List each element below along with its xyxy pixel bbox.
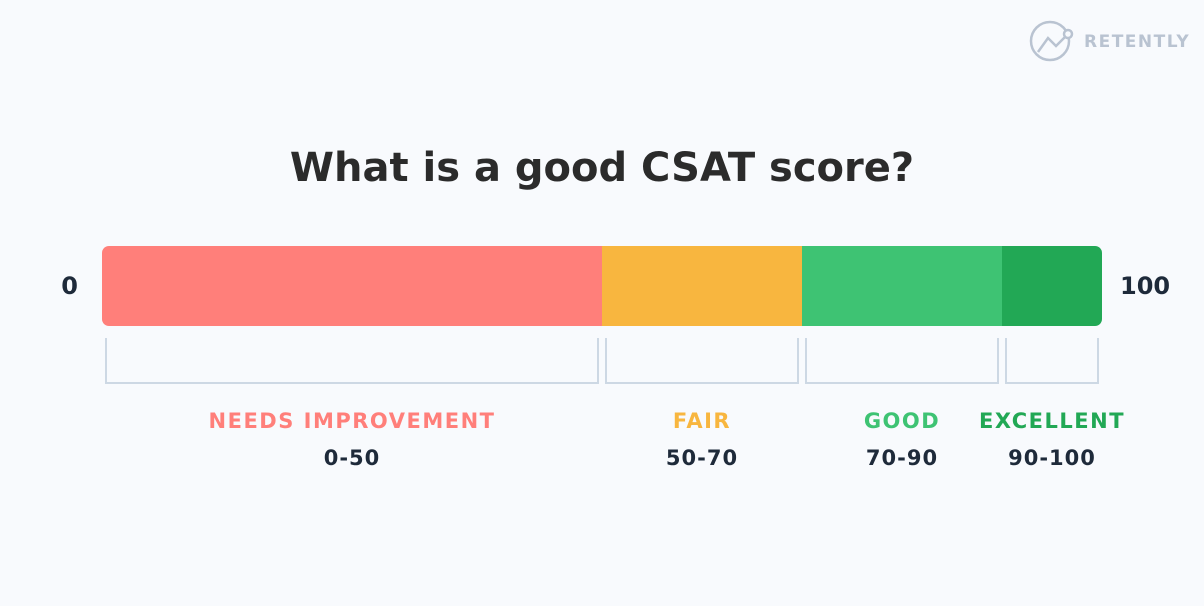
value-label: 50-70 <box>666 446 738 470</box>
value-label: 90-100 <box>1008 446 1096 470</box>
legend-label: GOOD <box>864 409 940 433</box>
value-label: 0-50 <box>324 446 381 470</box>
chart-title: What is a good CSAT score? <box>290 145 914 191</box>
bracket <box>805 338 999 384</box>
bracket <box>105 338 599 384</box>
legend-label: FAIR <box>673 409 731 433</box>
bar-segment <box>602 246 802 326</box>
bracket <box>605 338 799 384</box>
bar-segment <box>802 246 1002 326</box>
logo-icon <box>1029 20 1074 62</box>
x-tick-label: 100 <box>1120 272 1170 300</box>
x-tick-label: 0 <box>61 272 78 300</box>
legend-label: EXCELLENT <box>979 409 1125 433</box>
bar-group <box>102 246 1102 326</box>
value-label: 70-90 <box>866 446 938 470</box>
bar-segment <box>1002 246 1102 326</box>
bar-segment <box>102 246 602 326</box>
brand: RETENTLY <box>1084 32 1190 52</box>
legend-label: NEEDS IMPROVEMENT <box>209 409 496 433</box>
bracket <box>1005 338 1099 384</box>
